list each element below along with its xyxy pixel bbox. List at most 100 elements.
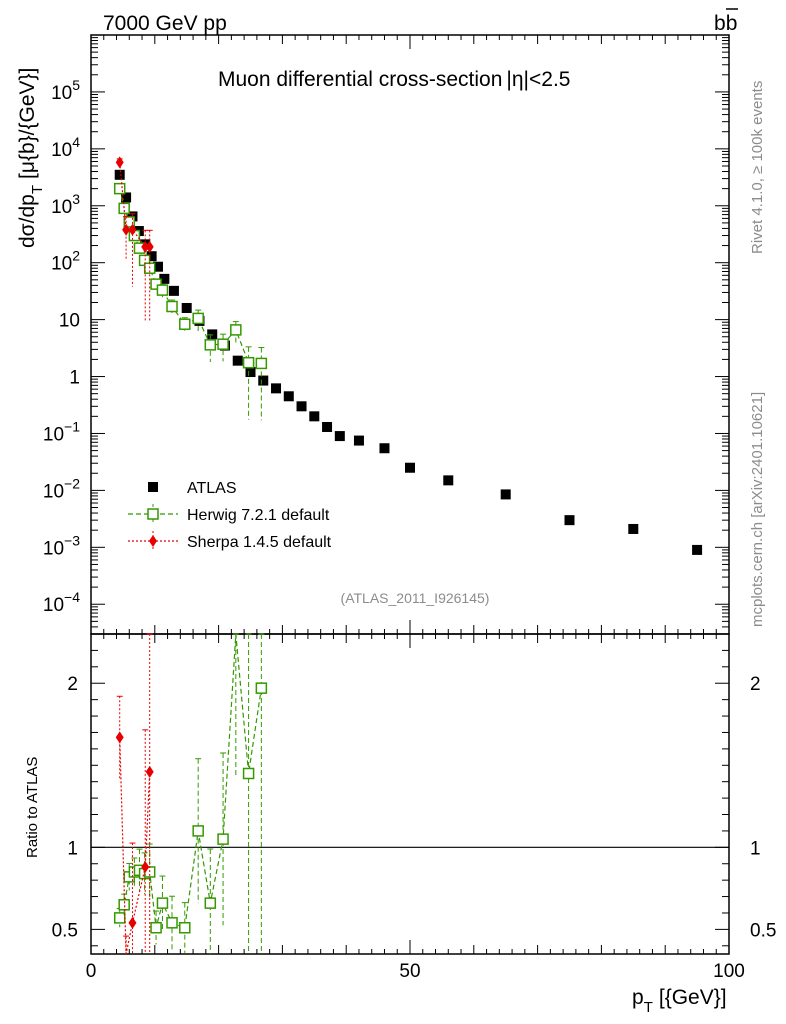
herwig-point — [166, 300, 178, 313]
axis-ticks — [90, 34, 730, 954]
sherpa-ratio-point — [145, 765, 154, 778]
analysis-id: (ATLAS_2011_I926145) — [341, 590, 490, 606]
atlas-point — [353, 435, 364, 446]
herwig-ratio-point — [118, 899, 130, 911]
y-tick-label: 102 — [51, 248, 80, 275]
legend-label: ATLAS — [187, 480, 237, 497]
atlas-point — [271, 383, 282, 394]
ratio-tick-label-left: 0.5 — [52, 920, 78, 941]
header-right-bbar: b — [726, 12, 738, 35]
herwig-ratio-point — [217, 833, 229, 845]
sherpa-point — [128, 223, 137, 236]
atlas-point — [283, 391, 294, 402]
y-tick-label: 1 — [69, 368, 80, 389]
legend-label: Sherpa 1.4.5 default — [187, 534, 332, 551]
y-tick-label: 10 — [59, 311, 80, 332]
atlas-point — [152, 261, 163, 272]
x-axis-label-sub: T — [644, 999, 653, 1016]
herwig-ratio-point — [156, 897, 169, 909]
herwig-ratio-point — [113, 912, 126, 924]
ratio-tick-label-right: 2 — [750, 674, 761, 695]
y-tick-label: 10−4 — [43, 589, 80, 616]
legend-item: ATLAS — [148, 480, 237, 497]
herwig-point — [179, 318, 191, 330]
herwig-point — [204, 339, 217, 351]
header-left: 7000 GeV pp — [103, 12, 227, 35]
y-axis-label-main: dσ/dp — [16, 194, 39, 248]
legend-marker-sherpa — [149, 535, 157, 547]
y-tick-label: 10−2 — [43, 475, 80, 502]
atlas-point — [322, 421, 333, 432]
ratio-series-herwig — [113, 633, 268, 954]
herwig-ratio-point — [255, 682, 268, 694]
atlas-point — [245, 367, 256, 378]
side-note-bottom: mcplots.cern.ch [arXiv:2401.10621] — [749, 392, 766, 627]
atlas-point — [296, 401, 307, 412]
header-right: bb — [714, 8, 738, 35]
atlas-point — [500, 489, 511, 500]
herwig-line — [119, 188, 262, 365]
atlas-point — [181, 302, 192, 313]
ratio-tick-label-right: 1 — [750, 838, 761, 859]
atlas-point — [379, 443, 390, 454]
atlas-point — [258, 375, 269, 386]
herwig-point — [113, 182, 126, 195]
ratio-y-axis-label: Ratio to ATLAS — [24, 757, 41, 858]
ratio-tick-label-right: 0.5 — [750, 920, 776, 941]
atlas-point — [121, 192, 132, 203]
sherpa-point — [122, 223, 131, 236]
sherpa-ratio-point — [128, 916, 137, 929]
herwig-ratio-point — [192, 825, 204, 837]
sherpa-ratio-point — [115, 731, 124, 744]
chart-title-eta: |η|<2.5 — [506, 68, 570, 91]
herwig-point — [192, 312, 204, 325]
herwig-ratio-point — [179, 921, 191, 934]
sherpa-point — [141, 240, 150, 253]
svg-text:bb: bb — [714, 12, 737, 35]
x-tick-label: 0 — [86, 961, 97, 982]
legend: ATLAS Herwig 7.2.1 default Sherpa 1.4.5 de… — [128, 480, 332, 551]
legend-marker-atlas — [148, 482, 158, 492]
ratio-tick-label-left: 2 — [67, 674, 78, 695]
atlas-point — [168, 285, 179, 296]
herwig-point — [217, 338, 229, 350]
sherpa-ratio-point — [141, 861, 150, 874]
atlas-point — [564, 515, 575, 526]
legend-label: Herwig 7.2.1 default — [187, 507, 330, 524]
herwig-point — [255, 357, 268, 370]
x-axis-label-main: p — [632, 986, 644, 1009]
herwig-ratio-point — [204, 897, 217, 909]
series-sherpa — [115, 156, 154, 321]
y-axis-label-sub: T — [29, 185, 46, 194]
y-axis-label: dσ/dpT [μ{b}/{GeV}] — [16, 68, 46, 248]
x-tick-label: 50 — [399, 961, 420, 982]
atlas-point — [405, 462, 415, 473]
y-tick-label: 105 — [51, 77, 80, 104]
herwig-ratio-point — [242, 767, 255, 780]
series-atlas — [114, 169, 703, 555]
atlas-point — [114, 169, 125, 180]
herwig-ratio-point — [150, 921, 162, 934]
ratio-tick-label-left: 1 — [67, 838, 78, 859]
x-axis-label: pT [{GeV}] — [632, 986, 727, 1016]
y-axis-label-units: [μ{b}/{GeV}] — [16, 68, 39, 179]
header-right-b: b — [714, 12, 726, 35]
y-tick-label: 10−3 — [43, 532, 80, 559]
atlas-point — [334, 431, 345, 442]
legend-marker-herwig — [147, 508, 159, 520]
x-axis-label-units: [{GeV}] — [659, 986, 727, 1009]
atlas-point — [159, 273, 170, 284]
herwig-point — [230, 324, 242, 336]
herwig-point — [123, 216, 136, 228]
ratio-panel-frame — [90, 633, 730, 955]
herwig-ratio-point — [166, 917, 178, 929]
atlas-point — [443, 475, 454, 486]
y-tick-label: 103 — [51, 191, 80, 218]
atlas-point — [309, 411, 320, 422]
chart-title-main: Muon differential cross-section — [218, 68, 502, 91]
herwig-point — [156, 284, 169, 296]
y-tick-label: 10−1 — [43, 418, 80, 445]
herwig-point — [242, 356, 255, 369]
atlas-point — [146, 251, 157, 262]
